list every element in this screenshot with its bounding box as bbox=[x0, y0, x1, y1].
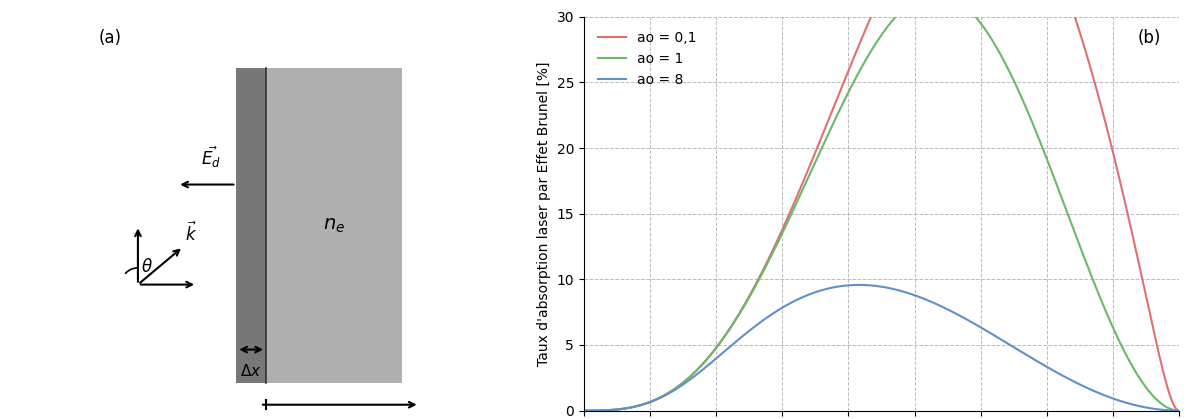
Text: $n_e$: $n_e$ bbox=[323, 216, 345, 235]
ao = 0,1 bbox=[1154, 362, 1168, 367]
Text: $\vec{E_d}$: $\vec{E_d}$ bbox=[201, 144, 220, 170]
Text: $\theta$: $\theta$ bbox=[142, 259, 152, 277]
ao = 1 bbox=[1154, 401, 1168, 406]
Line: ao = 1: ao = 1 bbox=[584, 0, 1178, 411]
ao = 1 bbox=[576, 408, 591, 413]
ao = 8 bbox=[576, 408, 591, 413]
ao = 0,1 bbox=[607, 407, 622, 412]
ao = 1 bbox=[850, 73, 865, 78]
ao = 0,1 bbox=[850, 47, 865, 52]
Line: ao = 0,1: ao = 0,1 bbox=[584, 0, 1178, 411]
ao = 0,1 bbox=[576, 408, 591, 413]
ao = 1 bbox=[1046, 171, 1060, 176]
Text: $\Delta x$: $\Delta x$ bbox=[241, 363, 262, 379]
ao = 8 bbox=[1171, 408, 1185, 413]
ao = 0,1 bbox=[1171, 408, 1185, 413]
Line: ao = 8: ao = 8 bbox=[584, 285, 1178, 411]
ao = 8 bbox=[1154, 407, 1168, 412]
ao = 8 bbox=[1154, 407, 1168, 412]
Text: $\vec{k}$: $\vec{k}$ bbox=[185, 221, 198, 245]
ao = 0,1 bbox=[866, 10, 880, 15]
ao = 8 bbox=[866, 283, 880, 288]
ao = 1 bbox=[1154, 401, 1168, 406]
Bar bbox=[236, 68, 266, 383]
ao = 8 bbox=[850, 282, 865, 287]
Text: (b): (b) bbox=[1137, 28, 1161, 47]
Text: (a): (a) bbox=[99, 28, 121, 47]
ao = 0,1 bbox=[1154, 361, 1168, 366]
ao = 1 bbox=[607, 407, 622, 412]
ao = 8 bbox=[852, 282, 866, 287]
Y-axis label: Taux d'absorption laser par Effet Brunel [%]: Taux d'absorption laser par Effet Brunel… bbox=[537, 62, 551, 366]
Bar bbox=[266, 68, 401, 383]
ao = 8 bbox=[1046, 367, 1060, 372]
Legend: ao = 0,1, ao = 1, ao = 8: ao = 0,1, ao = 1, ao = 8 bbox=[591, 24, 703, 93]
ao = 1 bbox=[866, 45, 880, 50]
ao = 8 bbox=[607, 407, 622, 412]
ao = 1 bbox=[1171, 408, 1185, 413]
